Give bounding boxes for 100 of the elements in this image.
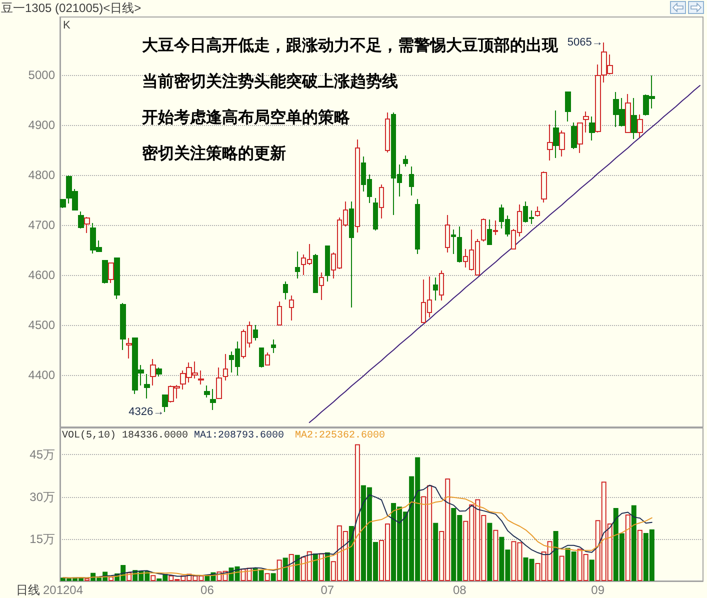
bar [493,530,498,581]
candlestick [223,354,228,381]
candlestick [271,339,276,354]
bar [294,554,300,581]
candlestick [481,218,486,242]
candlestick [637,114,643,138]
x-tick-label: 06 [200,583,214,597]
candlestick [259,347,264,368]
candlestick [373,198,378,231]
candlestick [487,219,492,246]
bar [559,556,564,581]
candlestick [102,260,108,284]
candlestick [120,302,126,350]
candlestick [162,394,168,412]
y-tick-label: 4600 [28,268,56,282]
candlestick [625,94,631,134]
bar [288,554,294,581]
candlestick [253,324,258,341]
candlestick [451,229,456,254]
annotation: 5065→ [567,36,603,48]
bar [318,553,324,581]
candlestick [313,254,318,294]
candlestick [283,281,288,300]
candlestick [216,367,222,399]
bar [324,552,330,581]
candlestick [210,388,216,410]
candlestick [415,198,420,254]
annotation: 当前密切关注势头能突破上涨趋势线 [142,72,398,90]
annotation: 密切关注策略的更新 [142,144,286,162]
y-tick-label: 4800 [28,168,56,182]
annotation: 开始考虑逢高布局空单的策略 [141,108,351,126]
candlestick [126,338,132,359]
y-tick-label: 4500 [28,318,56,332]
bar [625,514,630,581]
candlestick [631,98,637,140]
y-tick-label: 30万 [30,490,55,504]
candlestick [265,352,270,366]
candlestick [379,184,384,219]
candlestick [439,270,444,301]
candlestick [108,262,114,284]
y-axis-title: VOL(5,10) 184336.0000 [62,430,188,442]
candlestick [150,358,156,386]
candlestick [565,92,571,122]
candlestick [403,155,408,167]
candlestick [589,116,595,141]
candlestick [385,112,390,153]
bar [637,530,642,581]
bar [270,573,276,581]
candlestick [547,124,553,161]
candlestick [433,277,438,301]
candlestick [577,122,583,154]
candlestick [60,198,66,208]
candlestick [204,385,210,398]
y-tick-label: 5000 [28,68,56,82]
candlestick [583,111,589,133]
y-tick-label: 45万 [30,448,55,462]
candlestick [78,211,84,229]
candlestick [541,171,547,203]
candlestick [457,226,462,263]
chart-title: 豆一1305 (021005)<日线> [1,1,142,15]
bar [312,553,318,581]
candlestick [277,301,282,326]
candlestick [325,245,330,282]
x-tick-label: 08 [452,583,467,597]
bar [553,531,558,581]
y-tick-label: 4700 [28,218,56,232]
bar [631,505,636,581]
bar [433,522,438,581]
text: MA1:208793.6000 [194,430,284,442]
x-tick-label: 07 [320,583,334,597]
x-tick-label: 09 [591,583,605,597]
candlestick [349,201,354,308]
y-axis-title: K [63,20,71,32]
candlestick [84,216,90,234]
annotation: 4326→ [128,406,164,418]
bar [150,575,156,581]
candlestick [535,206,540,217]
candlestick [114,258,120,300]
candlestick [295,251,300,279]
bar [487,522,492,581]
candlestick [409,166,414,196]
candlestick [289,295,294,321]
candlestick [156,367,162,377]
candlestick [198,370,204,385]
bar [264,573,270,581]
bar [276,560,282,581]
text: MA2:225362.6000 [295,430,386,442]
bar [354,444,360,581]
y-tick-label: 4400 [28,368,56,382]
bar [348,526,354,581]
x-axis-title: 日线 [16,583,40,597]
annotation: 大豆今日高开低走，跟涨动力不足，需警惕大豆顶部的出现 [142,36,559,54]
candlestick [319,272,324,300]
candlestick [553,110,559,158]
candlestick [445,214,450,253]
x-tick-label: 201204 [42,583,84,597]
bar [282,558,288,581]
y-tick-label: 15万 [30,532,55,546]
candlestick [144,374,150,399]
bar [589,560,594,581]
